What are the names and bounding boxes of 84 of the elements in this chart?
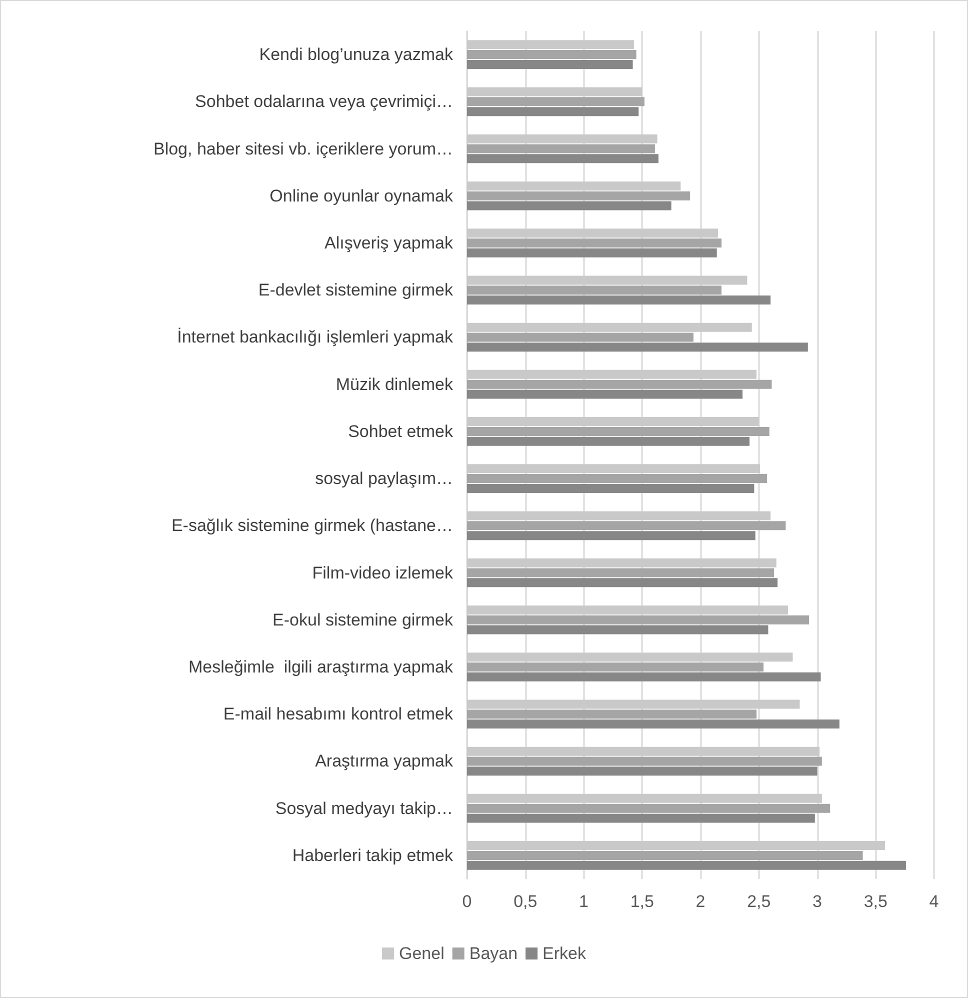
bar — [467, 568, 774, 578]
bar — [467, 60, 633, 69]
bar — [467, 464, 760, 474]
y-tick-label: sosyal paylaşım… — [315, 469, 453, 488]
y-tick-label: Müzik dinlemek — [336, 374, 454, 394]
bar — [467, 814, 815, 823]
legend-label: Bayan — [469, 944, 518, 963]
y-tick-label: Sohbet odalarına veya çevrimiçi… — [195, 92, 453, 112]
bar — [467, 87, 642, 96]
y-tick-label: Online oyunlar oynamak — [270, 186, 454, 206]
y-tick-label: E-sağlık sistemine girmek (hastane… — [171, 516, 453, 536]
bar — [467, 97, 644, 106]
bar — [467, 531, 756, 540]
x-tick-label: 4 — [929, 892, 939, 911]
y-tick-label: E-devlet sistemine girmek — [258, 280, 454, 300]
y-tick-label: Kendi blog’unuza yazmak — [259, 45, 454, 64]
bar — [467, 191, 690, 200]
bar — [467, 578, 778, 588]
y-tick-label: E-mail hesabımı kontrol etmek — [223, 704, 454, 724]
bar — [467, 558, 776, 568]
bar — [467, 841, 885, 850]
bar — [467, 134, 658, 144]
y-tick-label: Film-video izlemek — [312, 563, 454, 582]
bar — [467, 672, 821, 682]
y-tick-label: Alışveriş yapmak — [324, 234, 454, 252]
bar — [467, 605, 788, 614]
x-tick-label: 3,5 — [864, 892, 888, 911]
bar — [467, 615, 810, 624]
bar — [467, 746, 820, 756]
bar — [467, 390, 743, 399]
bar — [467, 228, 718, 238]
bar — [467, 201, 672, 210]
bar — [467, 720, 840, 729]
bar — [467, 107, 639, 116]
y-tick-label: Sohbet etmek — [348, 422, 454, 441]
y-tick-label: Mesleğimle ilgili araştırma yapmak — [188, 658, 454, 676]
bar — [467, 652, 793, 662]
bar — [467, 380, 772, 389]
y-tick-label: E-okul sistemine girmek — [272, 610, 454, 630]
bar — [467, 40, 634, 50]
bar — [467, 238, 722, 248]
bar — [467, 804, 830, 813]
bar — [467, 766, 818, 776]
x-tick-label: 1 — [579, 892, 588, 911]
bar — [467, 710, 757, 719]
bar — [467, 154, 658, 164]
x-tick-label: 2,5 — [747, 892, 771, 911]
bar — [467, 322, 752, 332]
y-tick-label: Araştırma yapmak — [315, 752, 454, 771]
bar — [467, 511, 771, 520]
bar — [467, 700, 800, 709]
bar — [467, 370, 757, 379]
bar — [467, 276, 748, 285]
x-tick-label: 2 — [696, 892, 706, 911]
bar — [467, 474, 768, 484]
bar — [467, 484, 754, 493]
bar — [467, 625, 768, 634]
bar — [467, 50, 636, 60]
bar — [467, 144, 655, 154]
x-tick-label: 0,5 — [514, 892, 538, 911]
bar — [467, 426, 770, 436]
bar — [467, 521, 786, 530]
x-tick-label: 0 — [462, 892, 472, 911]
bar — [467, 296, 771, 305]
bar — [467, 860, 906, 870]
y-tick-label: Blog, haber sitesi vb. içeriklere yorum… — [153, 139, 453, 158]
legend-label: Erkek — [542, 944, 587, 963]
x-tick-label: 1,5 — [630, 892, 654, 911]
bar — [467, 850, 863, 860]
bar — [467, 756, 822, 766]
bar — [467, 248, 717, 258]
y-tick-label: Sosyal medyayı takip… — [275, 798, 453, 818]
legend-label: Genel — [398, 944, 444, 963]
bar — [467, 436, 750, 446]
bar — [467, 286, 722, 295]
y-tick-label: İnternet bankacılığı işlemleri yapmak — [177, 328, 454, 347]
bar — [467, 332, 694, 342]
bar — [467, 794, 822, 803]
bar — [467, 662, 764, 672]
bar — [467, 181, 681, 190]
bar — [467, 342, 808, 352]
x-tick-label: 3 — [812, 892, 822, 911]
y-tick-label: Haberleri takip etmek — [292, 846, 454, 865]
bar — [467, 417, 759, 426]
